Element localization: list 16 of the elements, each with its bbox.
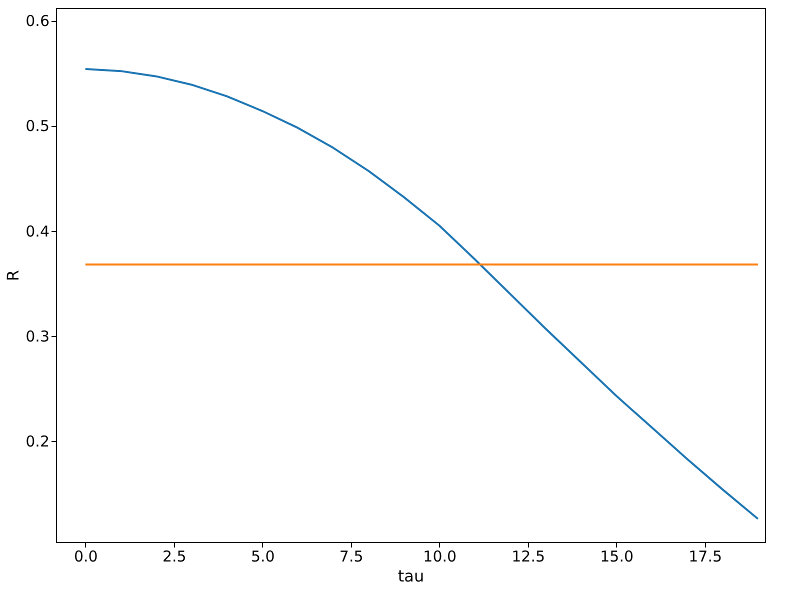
y-tick-label: 0.4 <box>26 222 50 240</box>
x-tick-label: 7.5 <box>339 548 364 566</box>
y-tick-label: 0.3 <box>26 327 50 346</box>
x-tick-label: 15.0 <box>600 548 634 566</box>
y-tick-label: 0.5 <box>26 117 50 136</box>
x-tick-label: 2.5 <box>162 548 186 566</box>
x-tick-label: 0.0 <box>74 548 98 566</box>
x-tick-label: 10.0 <box>423 548 457 566</box>
x-tick-label: 5.0 <box>250 548 275 566</box>
line-series <box>84 68 759 520</box>
y-tick-label: 0.6 <box>26 12 50 30</box>
x-tick-label: 12.5 <box>512 548 546 566</box>
y-axis-title: R <box>4 270 23 282</box>
x-tick-label: 17.5 <box>688 548 722 566</box>
x-axis-title: tau <box>398 566 424 586</box>
y-tick-label: 0.2 <box>26 432 50 451</box>
